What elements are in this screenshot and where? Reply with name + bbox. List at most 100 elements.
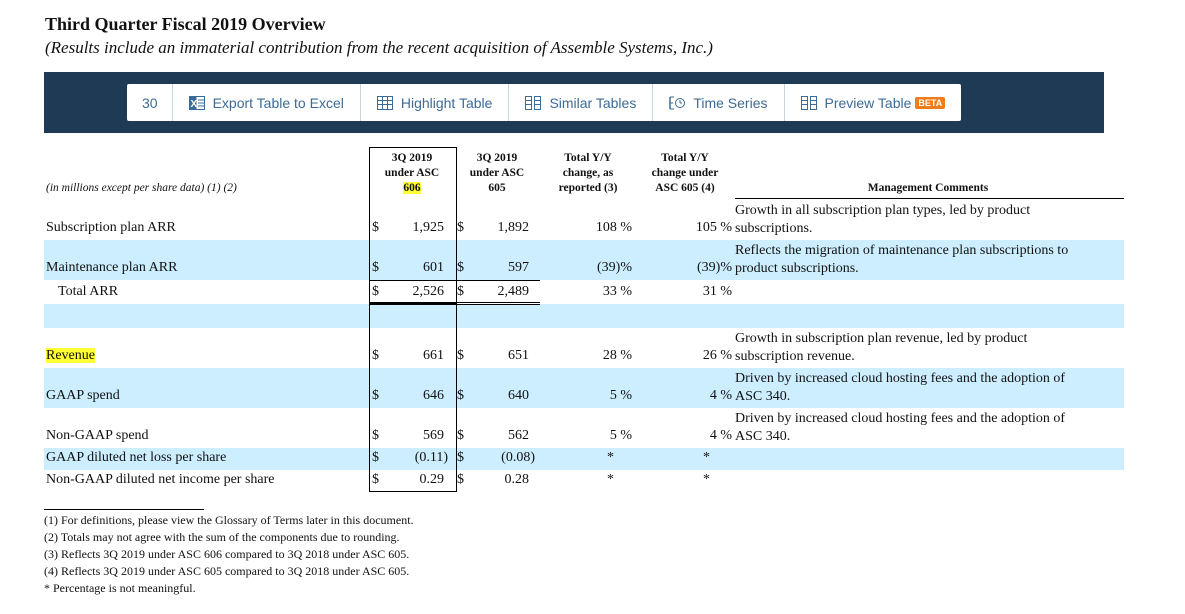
columns-icon [525,95,542,110]
total-double-rule [370,302,540,305]
row-label-gaap-eps: GAAP diluted net loss per share [46,450,227,465]
footnote: * Percentage is not meaningful. [44,581,196,595]
preview-table-button[interactable]: Preview Table BETA [785,84,962,121]
col-header-yoy-605-line1: Total Y/Y [661,152,709,164]
yoy-reported: 5 % [609,388,632,403]
page-subtitle: (Results include an immaterial contribut… [45,38,713,57]
dollar-sign: $ [457,428,464,443]
units-note: (in millions except per share data) (1) … [46,182,237,194]
beta-badge: BETA [915,96,946,109]
col-header-yoy-reported: Total Y/Y change, as reported (3) [548,151,628,196]
yoy-reported: (39)% [597,260,632,275]
value-605: 1,892 [497,220,530,235]
similar-tables-button[interactable]: Similar Tables [509,84,654,121]
dollar-sign: $ [457,348,464,363]
subtotal-rule [370,280,540,281]
table-toolbar: 30 X Export Table to Excel Highlight Tab… [44,72,1104,133]
col-606-box-upper [369,201,457,303]
col-header-yoy-605-line3: ASC 605 (4) [655,182,715,194]
columns-icon [800,95,817,110]
yoy-605: 4 % [709,428,732,443]
time-series-button[interactable]: Time Series [653,84,785,121]
row-bg-gaap-eps [44,448,1124,470]
value-605: 651 [508,348,529,363]
col-header-605-line2: under ASC [469,167,525,179]
value-605: 562 [508,428,529,443]
row-label-revenue: Revenue [46,348,95,363]
similar-tables-label: Similar Tables [549,94,637,111]
row-label-subscription-arr: Subscription plan ARR [46,220,176,235]
comment: Growth in subscription plan revenue, led… [735,331,1028,364]
comment: Growth in all subscription plan types, l… [735,203,1031,236]
value-606: 2,526 [412,284,445,299]
preview-table-label: Preview Table [824,94,912,111]
footnote-rule [44,509,204,510]
footnote: (2) Totals may not agree with the sum of… [44,530,400,544]
value-605: 597 [508,260,529,275]
yoy-reported: 33 % [602,284,632,299]
yoy-reported: 5 % [609,428,632,443]
dollar-sign: $ [372,220,379,235]
yoy-605: 105 % [695,220,732,235]
yoy-reported: 28 % [602,348,632,363]
yoy-reported: 108 % [595,220,632,235]
excel-icon: X [188,95,205,110]
yoy-605: * [703,450,710,465]
comment: Driven by increased cloud hosting fees a… [735,371,1066,404]
dollar-sign: $ [372,428,379,443]
toolbar-buttons: 30 X Export Table to Excel Highlight Tab… [127,84,962,121]
col-header-yoy-reported-line2: change, as [562,167,614,179]
value-606: 661 [423,348,444,363]
comment: Reflects the migration of maintenance pl… [735,243,1069,276]
col-header-yoy-reported-line1: Total Y/Y [564,152,612,164]
comment: Driven by increased cloud hosting fees a… [735,411,1066,444]
dollar-sign: $ [372,450,379,465]
row-label-maintenance-arr: Maintenance plan ARR [46,260,178,275]
dollar-sign: $ [457,388,464,403]
row-label-non-gaap-spend: Non-GAAP spend [46,428,149,443]
export-excel-label: Export Table to Excel [212,94,344,111]
col-header-605-line1: 3Q 2019 [476,152,518,164]
time-series-label: Time Series [693,94,768,111]
dollar-sign: $ [372,388,379,403]
footnote: (4) Reflects 3Q 2019 under ASC 605 compa… [44,564,410,578]
yoy-reported: * [607,472,614,487]
yoy-605: 31 % [702,284,732,299]
dollar-sign: $ [372,260,379,275]
col-header-yoy-605-line2: change under [651,167,719,179]
header-rule [735,198,1124,199]
value-606: 0.29 [419,472,445,487]
value-605: 0.28 [504,472,530,487]
value-606: 646 [423,388,444,403]
value-605: 2,489 [497,284,530,299]
dollar-sign: $ [372,472,379,487]
yoy-reported: * [607,450,614,465]
dollar-sign: $ [372,348,379,363]
dollar-sign: $ [457,472,464,487]
highlight-table-label: Highlight Table [400,94,493,111]
highlight-table-button[interactable]: Highlight Table [361,84,510,121]
dollar-sign: $ [372,284,379,299]
row-bg-gaap-spend [44,368,1124,408]
col-header-yoy-605: Total Y/Y change under ASC 605 (4) [640,151,730,196]
col-header-606-line2: under ASC [384,167,440,179]
value-605: 640 [508,388,529,403]
export-excel-button[interactable]: X Export Table to Excel [173,84,361,121]
footnote: (1) For definitions, please view the Glo… [44,513,414,527]
page-title: Third Quarter Fiscal 2019 Overview [45,14,326,34]
row-label-gaap-spend: GAAP spend [46,388,120,403]
row-bg-maintenance [44,240,1124,280]
row-label-total-arr: Total ARR [58,284,119,299]
svg-text:X: X [190,99,197,110]
count-button[interactable]: 30 [127,84,173,121]
col-header-605: 3Q 2019 under ASC 605 [457,151,537,196]
yoy-605: 4 % [709,388,732,403]
table-icon [376,95,393,110]
dollar-sign: $ [457,260,464,275]
value-606: 601 [423,260,444,275]
time-series-icon [669,96,686,110]
col-606-box-top [369,147,457,202]
value-606: 1,925 [412,220,445,235]
value-605: (0.08) [501,450,535,465]
col-header-606-line1: 3Q 2019 [391,152,433,164]
